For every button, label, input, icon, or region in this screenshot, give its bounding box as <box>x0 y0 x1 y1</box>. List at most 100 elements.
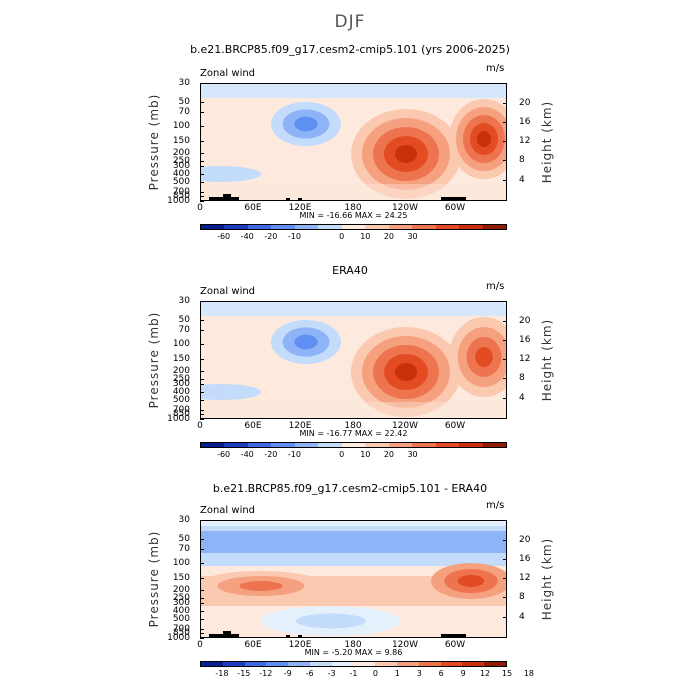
pressure-tick-label: 200 <box>172 148 190 158</box>
height-tick-mark <box>503 340 507 341</box>
pressure-tick-label: 30 <box>178 515 190 525</box>
colorbar-tick-label: 3 <box>416 669 422 678</box>
pressure-tick-mark <box>200 320 204 321</box>
pressure-tick-label: 1000 <box>167 633 190 643</box>
pressure-tick-mark <box>200 83 204 84</box>
height-tick-label: 8 <box>519 155 525 165</box>
colorbar-labels: -60 -40 -20 -10 0 10 20 30 <box>200 450 507 460</box>
longitude-tick-label: 0 <box>197 640 203 650</box>
colorbar-tick-label: -6 <box>305 669 314 678</box>
pressure-tick-mark <box>200 414 204 415</box>
height-tick-mark <box>503 180 507 181</box>
variable-label: Zonal wind <box>200 505 256 516</box>
topography-island <box>286 635 290 637</box>
colorbar-tick-label: 0 <box>339 450 345 459</box>
colorbar <box>200 661 507 667</box>
pressure-tick-label: 700 <box>172 624 190 634</box>
colorbar-swatch <box>266 662 289 666</box>
contour-field <box>201 521 506 637</box>
colorbar-swatch <box>294 443 319 447</box>
pressure-tick-label: 400 <box>172 606 190 616</box>
topography-peak <box>223 194 231 200</box>
pressure-tick-label: 850 <box>172 191 190 201</box>
pressure-tick-label: 1000 <box>167 414 190 424</box>
pressure-tick-mark <box>200 371 204 372</box>
pressure-tick-mark <box>200 359 204 360</box>
contour-plot <box>200 301 507 419</box>
second-jet-level-3 <box>475 347 493 367</box>
height-tick-label: 16 <box>519 335 531 345</box>
pressure-tick-label: 50 <box>178 534 190 544</box>
pressure-tick-label: 500 <box>172 614 190 624</box>
colorbar-tick-label: -3 <box>327 669 336 678</box>
longitude-tick-label: 60E <box>244 421 262 431</box>
longitude-tick-label: 120E <box>288 640 312 650</box>
colorbar-tick-label: 1 <box>394 669 400 678</box>
pressure-tick-mark <box>200 410 204 411</box>
colorbar-tick-label: -20 <box>264 450 278 459</box>
colorbar-swatch <box>201 662 223 666</box>
units-label: m/s <box>486 63 505 74</box>
height-tick-label: 20 <box>519 535 531 545</box>
topography-andes <box>441 634 466 637</box>
colorbar-tick-label: 0 <box>339 232 345 241</box>
pressure-tick-label: 50 <box>178 97 190 107</box>
pressure-tick-mark <box>200 102 204 103</box>
pressure-tick-mark <box>200 419 204 420</box>
longitude-tick-label: 60E <box>244 203 262 213</box>
topography-peak <box>223 631 231 637</box>
positive-west-level-2 <box>239 581 283 591</box>
contour-plot <box>200 83 507 201</box>
height-tick-label: 16 <box>519 117 531 127</box>
pressure-tick-mark <box>200 141 204 142</box>
colorbar-swatch <box>294 225 319 229</box>
units-label: m/s <box>486 500 505 511</box>
pressure-tick-label: 250 <box>172 156 190 166</box>
colorbar-tick-label: -18 <box>215 669 229 678</box>
pressure-tick-mark <box>200 174 204 175</box>
pressure-tick-label: 30 <box>178 78 190 88</box>
colorbar-tick-label: -60 <box>217 232 231 241</box>
units-label: m/s <box>486 281 505 292</box>
pressure-tick-mark <box>200 520 204 521</box>
topography-andes <box>441 197 466 200</box>
pressure-tick-label: 400 <box>172 387 190 397</box>
pressure-tick-mark <box>200 619 204 620</box>
colorbar-swatch <box>271 225 295 229</box>
longitude-tick-label: 180 <box>344 640 362 650</box>
colorbar-swatch <box>388 225 413 229</box>
colorbar-swatch <box>462 662 485 666</box>
pressure-tick-mark <box>200 629 204 630</box>
easterly-core-level-2 <box>294 116 318 132</box>
pressure-tick-label: 400 <box>172 169 190 179</box>
colorbar-tick-label: -15 <box>237 669 251 678</box>
main-title: DJF <box>334 12 366 32</box>
pressure-tick-label: 30 <box>178 296 190 306</box>
pressure-tick-label: 100 <box>172 558 190 568</box>
pressure-tick-mark <box>200 400 204 401</box>
pressure-tick-label: 500 <box>172 177 190 187</box>
colorbar-tick-label: -60 <box>217 450 231 459</box>
pressure-tick-mark <box>200 153 204 154</box>
pressure-tick-mark <box>200 633 204 634</box>
colorbar-tick-label: -9 <box>283 669 292 678</box>
surface-layer <box>201 402 506 418</box>
easterly-core-level-2 <box>294 334 318 350</box>
colorbar-tick-label: 30 <box>407 232 418 241</box>
pressure-tick-label: 300 <box>172 598 190 608</box>
colorbar-tick-label: 6 <box>438 669 444 678</box>
panel-title: b.e21.BRCP85.f09_g17.cesm2-cmip5.101 - E… <box>212 482 488 495</box>
colorbar-tick-label: -10 <box>287 232 301 241</box>
colorbar-swatch <box>309 662 332 666</box>
colorbar-swatch <box>459 443 483 447</box>
negative-lower-level-1 <box>296 613 366 629</box>
height-tick-label: 8 <box>519 373 525 383</box>
height-tick-mark <box>503 578 507 579</box>
pressure-axis-label: Pressure (mb) <box>147 530 161 628</box>
pressure-tick-label: 500 <box>172 395 190 405</box>
pressure-tick-label: 200 <box>172 366 190 376</box>
height-axis-label: Height (km) <box>540 318 554 402</box>
pressure-tick-label: 70 <box>178 544 190 554</box>
pressure-tick-mark <box>200 112 204 113</box>
height-tick-label: 16 <box>519 554 531 564</box>
